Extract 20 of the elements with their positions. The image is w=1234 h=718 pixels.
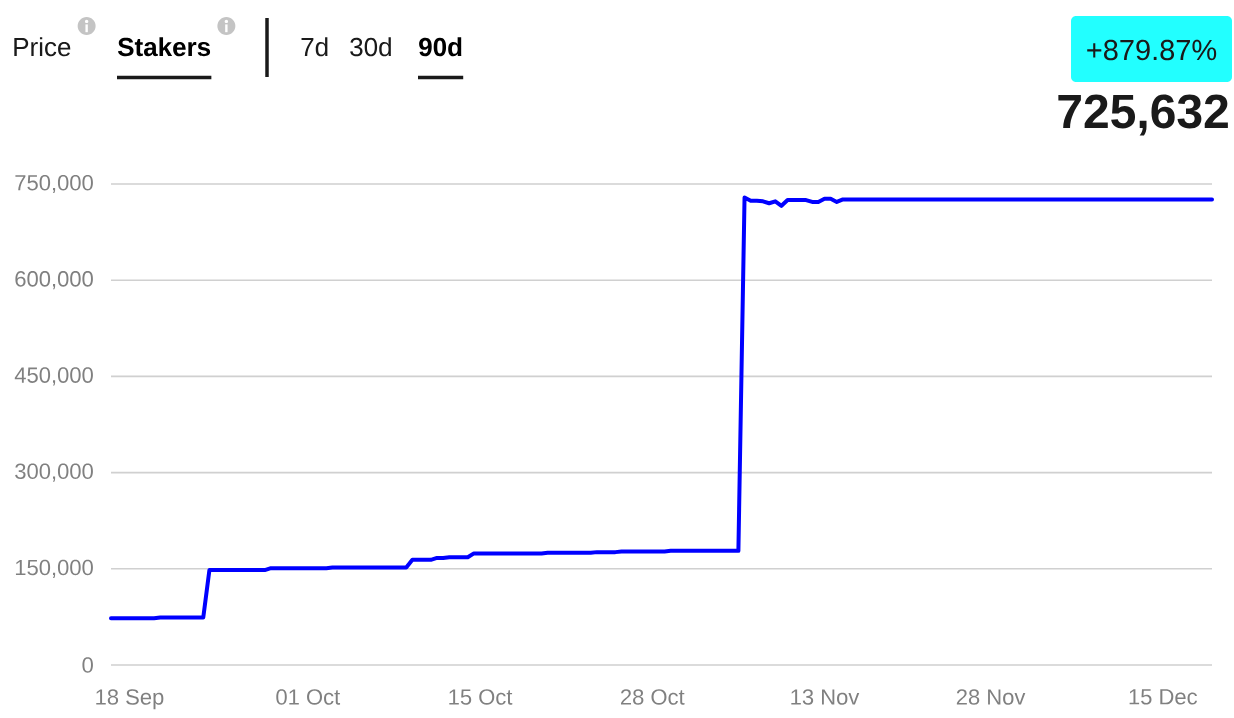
text: +879.87% [1087, 39, 1217, 61]
x-tick-label: 28 Oct [620, 689, 685, 705]
x-tick-label: 15 Dec [1129, 689, 1198, 705]
x-tick-label: 01 Oct [276, 689, 341, 705]
x-tick-label: 28 Nov [956, 689, 1026, 705]
text: 7d [301, 37, 328, 57]
text: 30d [350, 37, 391, 57]
text: 725,632 [1058, 94, 1228, 136]
x-tick-label: 15 Oct [449, 689, 513, 705]
text: Price [14, 37, 71, 57]
y-tick-label: 600,000 [15, 271, 93, 290]
y-tick-label: 0 [82, 657, 93, 673]
x-tick-label: 13 Nov [791, 689, 860, 705]
y-tick-label: 450,000 [14, 367, 93, 386]
x-tick-label: 18 Sep [96, 689, 164, 710]
y-tick-label: 300,000 [15, 463, 93, 482]
text: Stakers [117, 37, 211, 57]
y-tick-label: 150,000 [15, 559, 93, 578]
y-tick-label: 750,000 [15, 174, 93, 194]
text: 90d [419, 37, 462, 57]
